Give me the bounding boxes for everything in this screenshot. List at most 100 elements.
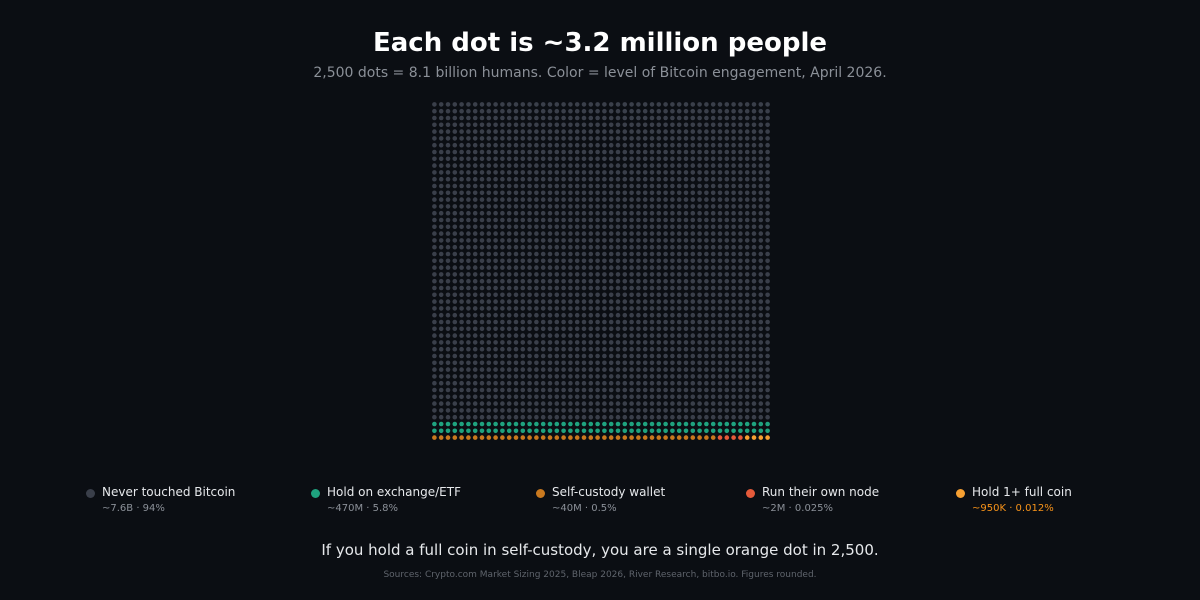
dot-never-touched-bitcoin [622,115,628,121]
dot-self-custody-wallet [690,435,696,440]
dot-never-touched-bitcoin [690,163,696,168]
dot-never-touched-bitcoin [629,278,634,284]
dot-never-touched-bitcoin [649,292,655,298]
dot-never-touched-bitcoin [466,265,471,270]
dot-never-touched-bitcoin [432,353,437,359]
dot-never-touched-bitcoin [744,333,750,338]
dot-never-touched-bitcoin [765,210,770,216]
dot-never-touched-bitcoin [704,204,709,209]
dot-never-touched-bitcoin [602,326,607,332]
dot-never-touched-bitcoin [751,380,757,386]
dot-never-touched-bitcoin [520,108,526,114]
dot-never-touched-bitcoin [506,353,512,359]
dot-never-touched-bitcoin [581,197,587,202]
dot-never-touched-bitcoin [710,176,716,182]
dot-never-touched-bitcoin [479,333,485,338]
dot-never-touched-bitcoin [765,285,770,291]
dot-never-touched-bitcoin [744,401,750,406]
dot-never-touched-bitcoin [636,258,641,264]
dot-hold-on-exchange-etf [602,421,607,427]
dot-never-touched-bitcoin [731,292,736,298]
dot-never-touched-bitcoin [445,360,451,366]
dot-never-touched-bitcoin [466,115,471,121]
dot-never-touched-bitcoin [683,251,689,257]
dot-never-touched-bitcoin [649,217,655,223]
dot-never-touched-bitcoin [466,156,471,162]
dot-never-touched-bitcoin [547,306,553,311]
dot-never-touched-bitcoin [486,238,492,243]
dot-never-touched-bitcoin [697,176,702,182]
dot-never-touched-bitcoin [459,272,464,277]
dot-self-custody-wallet [622,435,628,440]
dot-hold-on-exchange-etf [500,428,505,434]
dot-never-touched-bitcoin [493,312,498,318]
dot-never-touched-bitcoin [724,306,730,311]
dot-never-touched-bitcoin [445,299,451,304]
dot-never-touched-bitcoin [595,190,600,196]
dot-never-touched-bitcoin [547,129,553,134]
dot-never-touched-bitcoin [479,102,485,107]
dot-never-touched-bitcoin [466,183,471,189]
dot-never-touched-bitcoin [758,360,764,366]
dot-never-touched-bitcoin [731,387,736,393]
dot-never-touched-bitcoin [472,122,478,128]
dot-never-touched-bitcoin [704,272,709,277]
dot-never-touched-bitcoin [710,156,716,162]
dot-hold-1-full-coin [751,435,757,440]
dot-self-custody-wallet [602,435,607,440]
dot-never-touched-bitcoin [738,333,743,338]
dot-never-touched-bitcoin [479,312,485,318]
dot-never-touched-bitcoin [690,387,696,393]
dot-never-touched-bitcoin [506,319,512,325]
dot-never-touched-bitcoin [602,224,607,230]
dot-never-touched-bitcoin [670,190,675,196]
dot-never-touched-bitcoin [459,258,464,264]
dot-never-touched-bitcoin [459,353,464,359]
dot-never-touched-bitcoin [534,115,539,121]
dot-never-touched-bitcoin [758,136,764,141]
dot-never-touched-bitcoin [765,272,770,277]
dot-never-touched-bitcoin [547,190,553,196]
dot-hold-on-exchange-etf [445,421,451,427]
dot-never-touched-bitcoin [717,149,723,155]
dot-never-touched-bitcoin [540,224,546,230]
dot-never-touched-bitcoin [656,374,662,379]
dot-never-touched-bitcoin [744,122,750,128]
dot-hold-on-exchange-etf [520,421,526,427]
dot-never-touched-bitcoin [534,333,539,338]
dot-never-touched-bitcoin [513,326,519,332]
dot-never-touched-bitcoin [751,333,757,338]
dot-never-touched-bitcoin [683,278,689,284]
dot-never-touched-bitcoin [479,217,485,223]
dot-never-touched-bitcoin [561,122,566,128]
dot-never-touched-bitcoin [527,299,532,304]
dot-never-touched-bitcoin [697,190,702,196]
dot-never-touched-bitcoin [615,170,621,175]
dot-never-touched-bitcoin [765,319,770,325]
dot-never-touched-bitcoin [466,108,471,114]
dot-never-touched-bitcoin [547,176,553,182]
dot-never-touched-bitcoin [602,414,607,420]
dot-never-touched-bitcoin [581,190,587,196]
dot-never-touched-bitcoin [656,204,662,209]
dot-never-touched-bitcoin [588,231,594,236]
dot-never-touched-bitcoin [581,142,587,148]
dot-never-touched-bitcoin [438,360,444,366]
dot-never-touched-bitcoin [608,197,614,202]
dot-never-touched-bitcoin [710,414,716,420]
dot-never-touched-bitcoin [738,414,743,420]
dot-never-touched-bitcoin [690,142,696,148]
dot-never-touched-bitcoin [758,142,764,148]
dot-never-touched-bitcoin [568,170,573,175]
dot-never-touched-bitcoin [608,183,614,189]
dot-never-touched-bitcoin [656,306,662,311]
dot-never-touched-bitcoin [581,102,587,107]
dot-never-touched-bitcoin [717,102,723,107]
dot-never-touched-bitcoin [615,183,621,189]
dot-never-touched-bitcoin [459,401,464,406]
dot-never-touched-bitcoin [506,326,512,332]
dot-never-touched-bitcoin [758,265,764,270]
dot-never-touched-bitcoin [445,238,451,243]
dot-never-touched-bitcoin [595,414,600,420]
dot-never-touched-bitcoin [513,156,519,162]
